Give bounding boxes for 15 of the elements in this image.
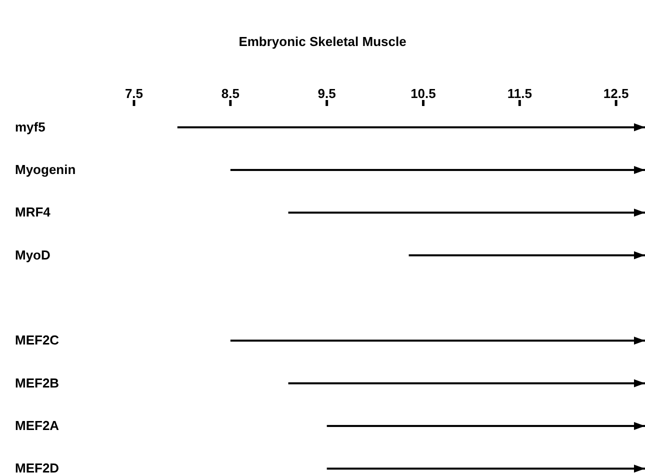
- y-tick-label: myf5: [15, 119, 46, 134]
- y-tick-label: MEF2B: [15, 375, 60, 390]
- chart-title: Embryonic Skeletal Muscle: [238, 34, 408, 49]
- y-tick-label: MEF2A: [15, 418, 60, 433]
- y-tick-label: MEF2D: [15, 460, 60, 476]
- x-tick-label: 11.5: [507, 86, 532, 101]
- y-tick-label: MEF2C: [15, 332, 60, 348]
- x-tick-label: 10.5: [410, 86, 436, 101]
- x-tick-label: 7.5: [124, 86, 144, 101]
- x-tick-label: 12.5: [603, 86, 629, 101]
- y-tick-label: MyoD: [15, 247, 50, 262]
- x-tick-label: 9.5: [318, 86, 336, 101]
- y-tick-label: Myogenin: [15, 162, 76, 177]
- y-tick-label: MRF4: [15, 204, 52, 220]
- x-tick-label: 8.5: [221, 86, 240, 101]
